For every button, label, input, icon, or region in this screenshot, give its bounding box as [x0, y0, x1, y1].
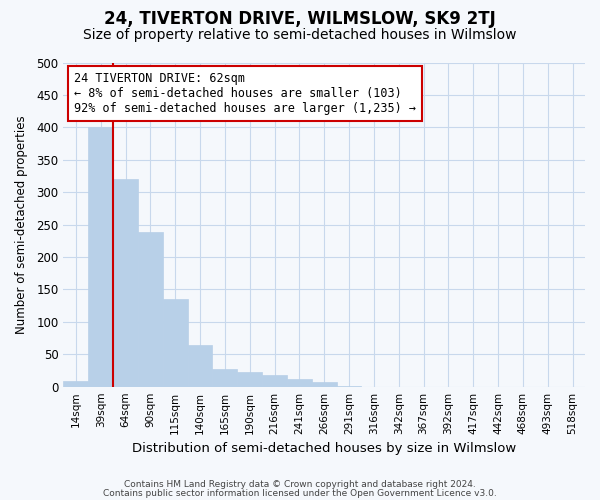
Bar	[262, 375, 287, 386]
Bar	[138, 232, 163, 386]
Text: Size of property relative to semi-detached houses in Wilmslow: Size of property relative to semi-detach…	[83, 28, 517, 42]
Text: 24, TIVERTON DRIVE, WILMSLOW, SK9 2TJ: 24, TIVERTON DRIVE, WILMSLOW, SK9 2TJ	[104, 10, 496, 28]
Bar	[113, 179, 138, 386]
Bar	[163, 299, 188, 386]
Text: 24 TIVERTON DRIVE: 62sqm
← 8% of semi-detached houses are smaller (103)
92% of s: 24 TIVERTON DRIVE: 62sqm ← 8% of semi-de…	[74, 72, 416, 115]
Bar	[312, 382, 337, 386]
X-axis label: Distribution of semi-detached houses by size in Wilmslow: Distribution of semi-detached houses by …	[132, 442, 517, 455]
Bar	[237, 372, 262, 386]
Bar	[287, 379, 312, 386]
Bar	[88, 128, 113, 386]
Bar	[212, 369, 237, 386]
Text: Contains HM Land Registry data © Crown copyright and database right 2024.: Contains HM Land Registry data © Crown c…	[124, 480, 476, 489]
Bar	[64, 382, 88, 386]
Bar	[188, 344, 212, 387]
Y-axis label: Number of semi-detached properties: Number of semi-detached properties	[15, 116, 28, 334]
Text: Contains public sector information licensed under the Open Government Licence v3: Contains public sector information licen…	[103, 488, 497, 498]
